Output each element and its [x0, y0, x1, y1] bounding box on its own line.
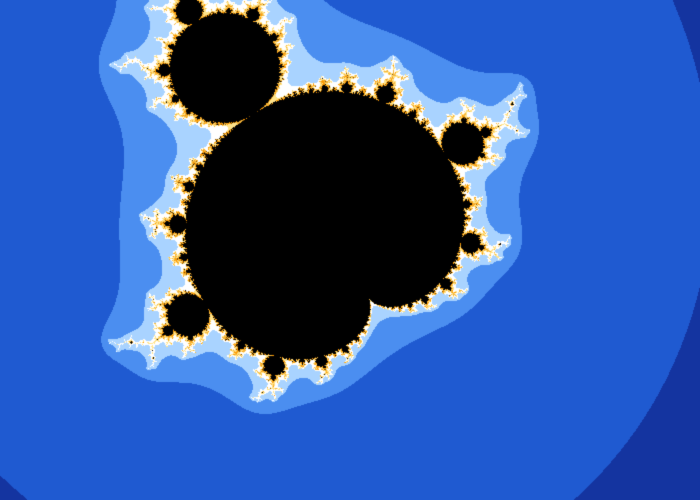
fractal-image [0, 0, 700, 500]
fractal-canvas [0, 0, 700, 500]
